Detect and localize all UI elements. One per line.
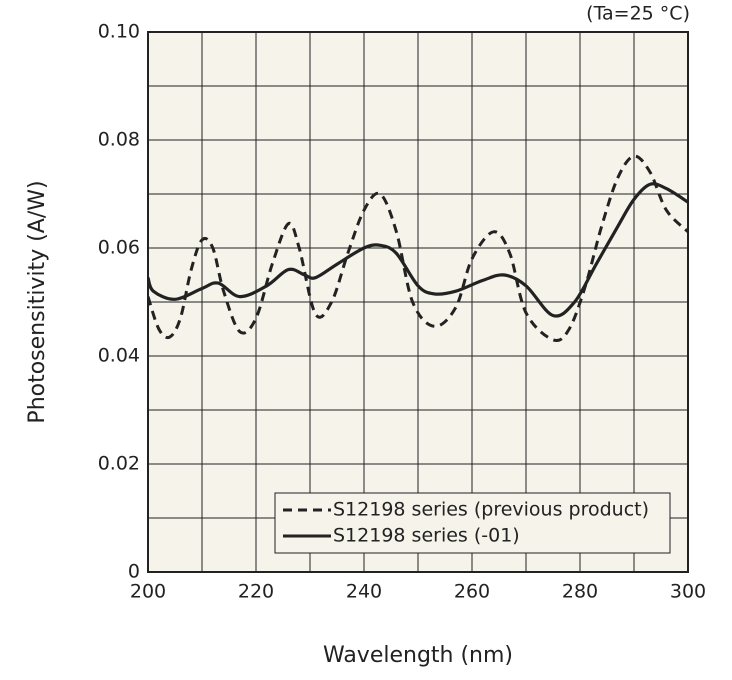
- y-axis-label: Photosensitivity (A/W): [25, 180, 50, 423]
- x-tick-label: 220: [238, 581, 274, 603]
- series-line: [148, 154, 688, 343]
- y-tick-label: 0.06: [98, 237, 140, 259]
- annotation: (Ta=25 °C): [586, 3, 690, 25]
- legend-label: S12198 series (previous product): [333, 499, 649, 521]
- y-tick-label: 0.10: [98, 21, 140, 43]
- x-tick-label: 280: [562, 581, 598, 603]
- y-tick-label: 0.08: [98, 129, 140, 151]
- x-tick-label: 260: [454, 581, 490, 603]
- x-tick-label: 300: [670, 581, 706, 603]
- x-tick-label: 240: [346, 581, 382, 603]
- x-axis-label: Wavelength (nm): [323, 643, 513, 668]
- legend-box: [274, 492, 671, 554]
- series-line: [148, 182, 688, 318]
- y-tick-label: 0.04: [98, 345, 140, 367]
- legend-label: S12198 series (-01): [333, 525, 520, 547]
- y-tick-label: 0: [128, 561, 140, 583]
- y-tick-label: 0.02: [98, 453, 140, 475]
- x-tick-label: 200: [130, 581, 166, 603]
- plot-frame: [147, 31, 689, 573]
